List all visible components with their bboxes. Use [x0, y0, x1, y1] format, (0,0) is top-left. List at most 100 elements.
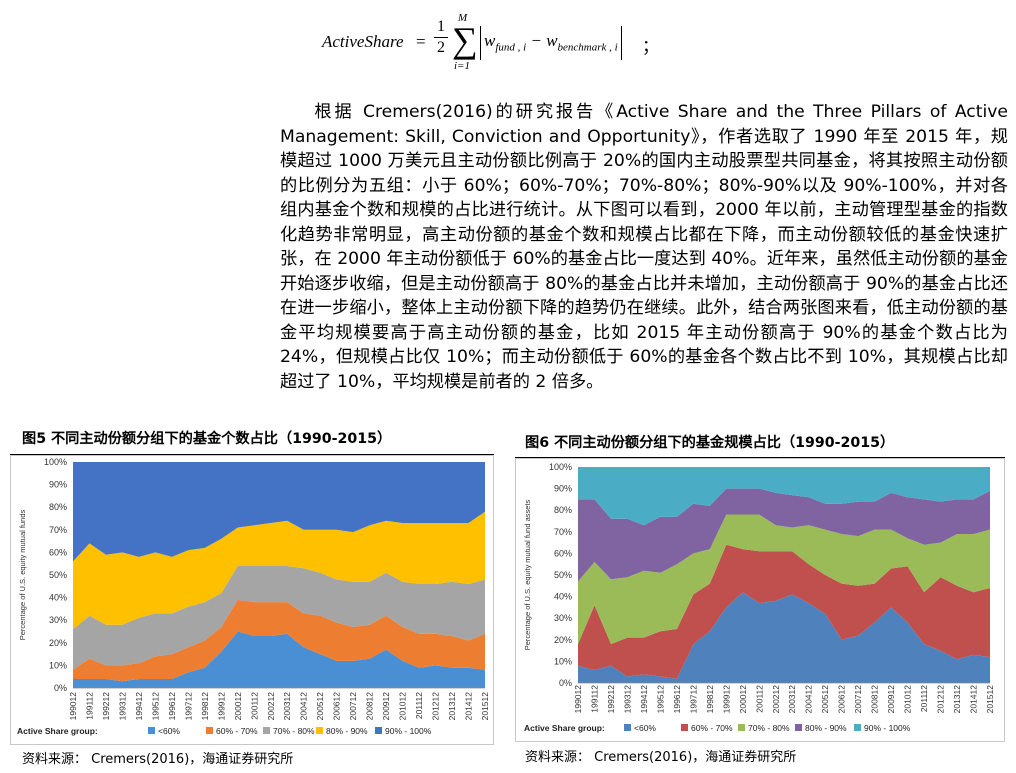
active-share-formula: ActiveShare = 1 2 M ∑ i=1 wfund , i − wb…	[320, 12, 660, 78]
x-tick-label: 200612	[332, 692, 342, 721]
x-tick-label: 200912	[381, 692, 391, 721]
area-series-3	[578, 488, 990, 582]
x-tick-label: 200312	[787, 685, 797, 714]
legend-swatch	[738, 724, 745, 731]
x-tick-label: 201212	[936, 685, 946, 714]
x-tick-label: 200512	[315, 692, 325, 721]
y-tick-label: 100%	[549, 462, 572, 472]
y-tick-label: 70%	[49, 525, 67, 535]
figure-6-title: 图6 不同主动份额分组下的基金规模占比（1990-2015）	[525, 435, 895, 451]
x-tick-label: 199812	[200, 692, 210, 721]
legend-label: 80% - 90%	[326, 726, 368, 736]
x-tick-label: 200312	[282, 692, 292, 721]
figure-6-rule	[515, 457, 1005, 458]
figure-6-chart: 0% 10% 20% 30% 40% 50% 60% 70% 80% 90% 100% 199012 1…	[523, 462, 995, 733]
y-tick-label: 70%	[554, 527, 572, 537]
area-series-1	[578, 544, 990, 679]
legend-label: 70% - 80%	[273, 726, 315, 736]
area-series-3	[73, 511, 485, 630]
legend-title: Active Share group:	[524, 723, 605, 733]
y-tick-label: 20%	[554, 635, 572, 645]
formula-minus: −	[526, 31, 547, 50]
formula-equals: =	[416, 32, 426, 51]
x-tick-label: 199112	[85, 692, 95, 720]
y-tick-label: 10%	[49, 660, 67, 670]
x-tick-label: 200112	[754, 685, 764, 713]
y-tick-label: 0%	[54, 683, 67, 693]
formula-absolute-value: wfund , i − wbenchmark , i	[480, 26, 622, 60]
figure-5-rule	[10, 454, 494, 455]
x-tick-label: 200512	[820, 685, 830, 714]
formula-lhs: ActiveShare	[322, 32, 404, 51]
x-tick-label: 201312	[447, 692, 457, 721]
area-series-2	[73, 566, 485, 670]
y-tick-label: 60%	[49, 547, 67, 557]
x-tick-label: 201512	[985, 685, 995, 714]
weight-benchmark-subscript: benchmark , i	[557, 41, 618, 54]
x-tick-label: 201212	[431, 692, 441, 721]
figure-6-source: 资料来源： Cremers(2016)，海通证券研究所	[525, 750, 797, 765]
y-tick-label: 10%	[554, 656, 572, 666]
x-tick-label: 200912	[886, 685, 896, 714]
y-tick-label: 30%	[49, 615, 67, 625]
x-tick-label: 201112	[414, 692, 424, 719]
x-tick-label: 199412	[134, 692, 144, 721]
x-tick-label: 199812	[705, 685, 715, 714]
x-tick-label: 199712	[183, 692, 193, 721]
area-series-2	[578, 514, 990, 645]
x-tick-label: 200612	[837, 685, 847, 714]
x-tick-label: 200712	[348, 692, 358, 721]
area-series-4	[73, 462, 485, 562]
x-tick-label: 199912	[721, 685, 731, 714]
x-tick-label: 200812	[870, 685, 880, 714]
y-tick-label: 40%	[554, 592, 572, 602]
summation-symbol: ∑	[452, 20, 478, 60]
x-tick-label: 200012	[233, 692, 243, 721]
y-tick-label: 50%	[49, 570, 67, 580]
area-series-4	[578, 467, 990, 526]
formula-fraction: 1 2	[434, 18, 448, 57]
x-tick-label: 200112	[249, 692, 259, 720]
legend-swatch	[148, 727, 155, 734]
y-tick-label: 80%	[554, 505, 572, 515]
figure-5-chart: 0% 10% 20% 30% 40% 50% 60% 70% 80% 90% 100% 199012 1…	[17, 457, 490, 736]
x-tick-label: 199412	[639, 685, 649, 714]
formula-denominator: 2	[437, 39, 445, 56]
area-series-0	[578, 592, 990, 683]
legend-swatch	[316, 727, 323, 734]
sum-lower-limit: i=1	[454, 60, 470, 72]
x-tick-label: 201312	[952, 685, 962, 714]
y-tick-label: 60%	[554, 548, 572, 558]
figure-5-frame: 0% 10% 20% 30% 40% 50% 60% 70% 80% 90% 100% 199012 1…	[10, 455, 494, 745]
x-tick-label: 199512	[655, 685, 665, 714]
y-tick-label: 90%	[49, 480, 67, 490]
x-tick-label: 199212	[606, 685, 616, 714]
x-tick-label: 199712	[688, 685, 698, 714]
legend-label: 60% - 70%	[691, 723, 733, 733]
x-tick-label: 199312	[622, 685, 632, 714]
legend-label: 90% - 100%	[385, 726, 432, 736]
x-tick-label: 199012	[68, 692, 78, 721]
y-tick-label: 30%	[554, 613, 572, 623]
x-tick-label: 199012	[573, 685, 583, 714]
legend-swatch	[206, 727, 213, 734]
x-tick-label: 200212	[771, 685, 781, 714]
legend-title: Active Share group:	[17, 726, 98, 736]
x-tick-label: 199612	[167, 692, 177, 721]
legend-label: 80% - 90%	[805, 723, 847, 733]
x-tick-label: 199112	[590, 685, 600, 713]
weight-benchmark: w	[546, 31, 558, 50]
x-tick-label: 199312	[117, 692, 127, 721]
x-tick-label: 200212	[266, 692, 276, 721]
figure-5-source: 资料来源： Cremers(2016)，海通证券研究所	[22, 752, 294, 767]
x-tick-label: 201012	[903, 685, 913, 714]
y-axis-label: Percentage of U.S. equity mutual fund as…	[523, 500, 532, 651]
weight-fund-subscript: fund , i	[495, 41, 527, 54]
legend-label: 60% - 70%	[216, 726, 258, 736]
x-tick-label: 199512	[150, 692, 160, 721]
legend-swatch	[624, 724, 631, 731]
y-tick-label: 80%	[49, 502, 67, 512]
x-tick-label: 199212	[101, 692, 111, 721]
legend-label: 90% - 100%	[864, 723, 911, 733]
x-tick-label: 201412	[464, 692, 474, 721]
